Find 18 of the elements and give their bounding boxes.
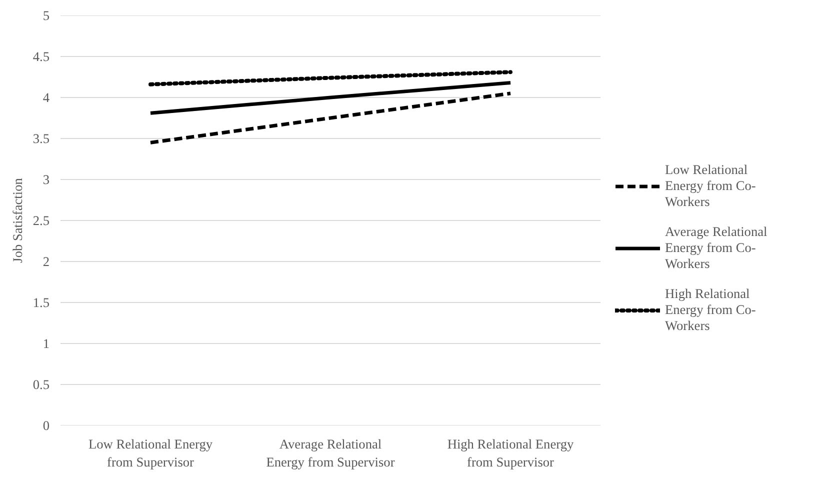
y-tick-label: 2 [42, 254, 50, 269]
y-tick-label: 1.5 [32, 295, 50, 310]
y-tick-label: 4.5 [32, 49, 50, 64]
y-tick-label: 3.5 [32, 131, 50, 146]
y-axis-title: Job Satisfaction [10, 178, 25, 263]
legend-label: High Relational Energy from Co-Workers [665, 285, 756, 335]
legend-label: Average Relational Energy from Co-Workers [665, 223, 768, 273]
y-tick-label: 0 [42, 418, 50, 433]
y-tick-label: 4 [42, 90, 50, 105]
y-tick-label: 3 [42, 172, 50, 187]
x-tick-label: Average Relational Energy from Supervisor [266, 436, 396, 470]
y-tick-label: 0.5 [32, 377, 50, 392]
y-tick-label: 1 [42, 336, 50, 351]
x-tick-label: Low Relational Energy from Supervisor [88, 436, 213, 470]
legend-label: Low Relational Energy from Co-Workers [665, 161, 756, 211]
x-tick-label: High Relational Energy from Supervisor [447, 436, 574, 470]
y-tick-label: 2.5 [32, 213, 50, 228]
y-tick-label: 5 [42, 8, 50, 23]
